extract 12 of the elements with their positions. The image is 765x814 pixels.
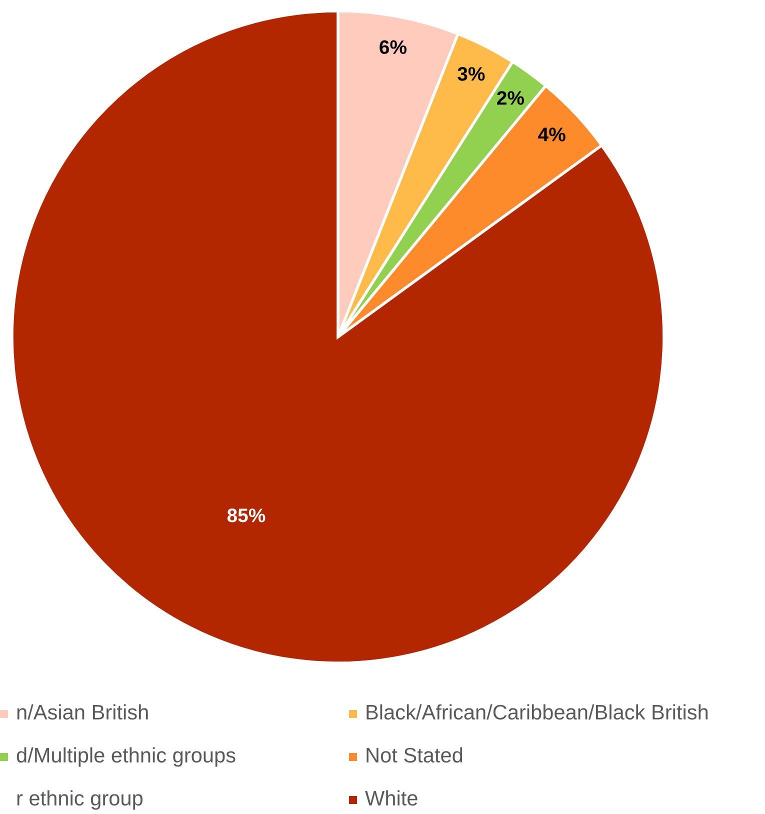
- pie-slice: [12, 11, 664, 663]
- data-label: 4%: [538, 128, 566, 142]
- data-label: 3%: [458, 67, 485, 81]
- legend-label: d/Multiple ethnic groups: [16, 747, 236, 767]
- legend-label: Black/African/Caribbean/Black British: [366, 704, 708, 720]
- data-label: 6%: [380, 40, 407, 54]
- legend-label: n/Asian British: [17, 704, 148, 720]
- legend-label: White: [365, 790, 418, 806]
- category-label: r ethnic group: [17, 790, 143, 810]
- data-label: 2%: [497, 91, 524, 105]
- legend-label: Not Stated: [366, 747, 462, 763]
- data-label: 85%: [227, 508, 266, 522]
